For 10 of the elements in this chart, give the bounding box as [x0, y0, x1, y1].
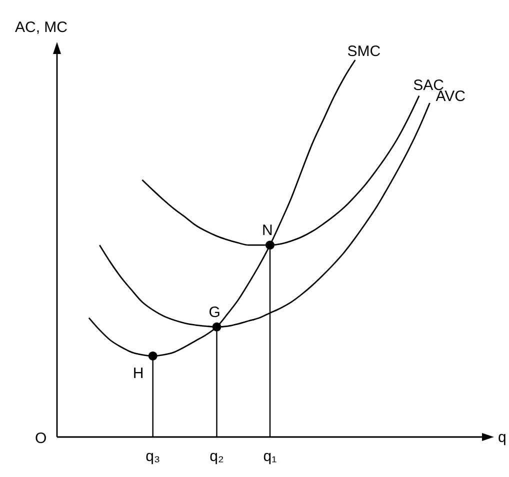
text: O [35, 430, 47, 447]
x-axis-title: q [498, 429, 506, 446]
x-tick-label: q₁ [263, 448, 277, 465]
annotation: G [208, 304, 220, 321]
annotation: H [132, 364, 144, 382]
y-axis-title: AC, MC [15, 19, 68, 36]
x-tick-label: q₂ [210, 448, 224, 465]
annotation: N [262, 222, 273, 240]
series-label: SMC [347, 43, 381, 60]
x-tick-label: q₃ [146, 448, 160, 465]
